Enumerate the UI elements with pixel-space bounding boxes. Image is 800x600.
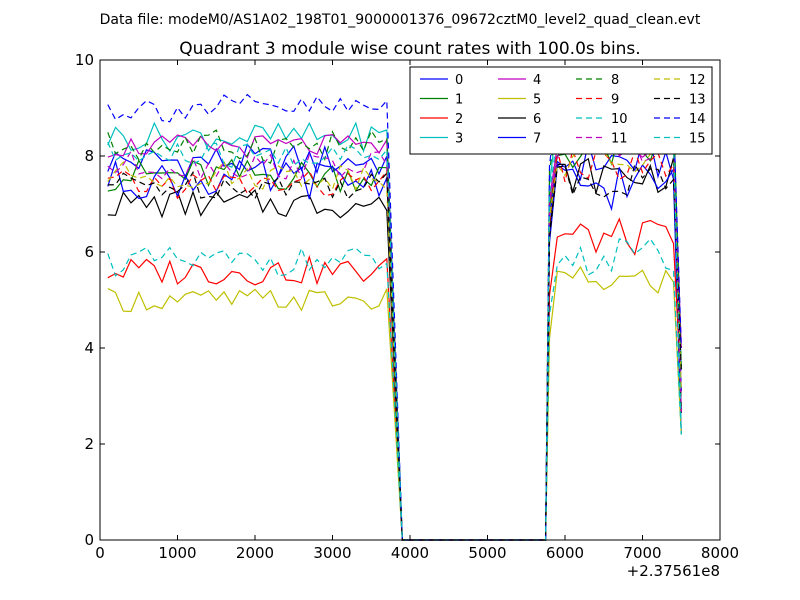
legend-label-2: 2 <box>455 112 463 127</box>
legend-label-0: 0 <box>455 73 463 88</box>
series-line-13 <box>107 162 682 541</box>
series-line-10 <box>107 237 682 541</box>
suptitle: Data file: modeM0/AS1A02_198T01_90000013… <box>100 12 701 28</box>
y-tick-label: 0 <box>84 531 94 549</box>
legend-label-13: 13 <box>689 93 706 108</box>
plot-area <box>107 90 682 541</box>
legend-label-15: 15 <box>689 132 706 147</box>
x-tick-label: 2000 <box>236 544 274 562</box>
legend-label-8: 8 <box>611 73 619 88</box>
legend-label-12: 12 <box>689 73 706 88</box>
x-tick-label: 1000 <box>158 544 196 562</box>
legend-label-9: 9 <box>611 93 619 108</box>
x-tick-label: 5000 <box>468 544 506 562</box>
series-line-2 <box>107 217 682 541</box>
series-line-5 <box>107 265 682 541</box>
series-line-12 <box>107 144 682 541</box>
legend-label-3: 3 <box>455 132 463 147</box>
legend-label-10: 10 <box>611 112 628 127</box>
x-tick-label: 8000 <box>701 544 739 562</box>
series-line-9 <box>107 147 682 541</box>
y-tick-label: 10 <box>75 51 94 69</box>
legend-label-11: 11 <box>611 132 628 147</box>
chart-title: Quadrant 3 module wise count rates with … <box>179 39 640 59</box>
series-line-11 <box>107 126 682 541</box>
x-tick-label: 0 <box>95 544 105 562</box>
series-line-6 <box>107 157 682 541</box>
x-offset-label: +2.37561e8 <box>627 562 720 580</box>
legend-label-6: 6 <box>533 112 541 127</box>
y-tick-label: 2 <box>84 435 94 453</box>
axes-frame <box>99 59 721 541</box>
series-line-14 <box>107 90 682 541</box>
x-tick-label: 3000 <box>313 544 351 562</box>
legend-label-4: 4 <box>533 73 541 88</box>
series-line-1 <box>107 132 682 541</box>
series-line-15 <box>107 118 682 541</box>
legend-label-5: 5 <box>533 93 541 108</box>
y-tick-label: 8 <box>84 147 94 165</box>
legend-box <box>409 66 713 155</box>
legend-label-1: 1 <box>455 93 463 108</box>
legend-label-14: 14 <box>689 112 706 127</box>
x-tick-label: 6000 <box>546 544 584 562</box>
x-tick-label: 7000 <box>623 544 661 562</box>
y-tick-label: 4 <box>84 339 94 357</box>
y-tick-label: 6 <box>84 243 94 261</box>
x-tick-label: 4000 <box>391 544 429 562</box>
legend-label-7: 7 <box>533 132 541 147</box>
